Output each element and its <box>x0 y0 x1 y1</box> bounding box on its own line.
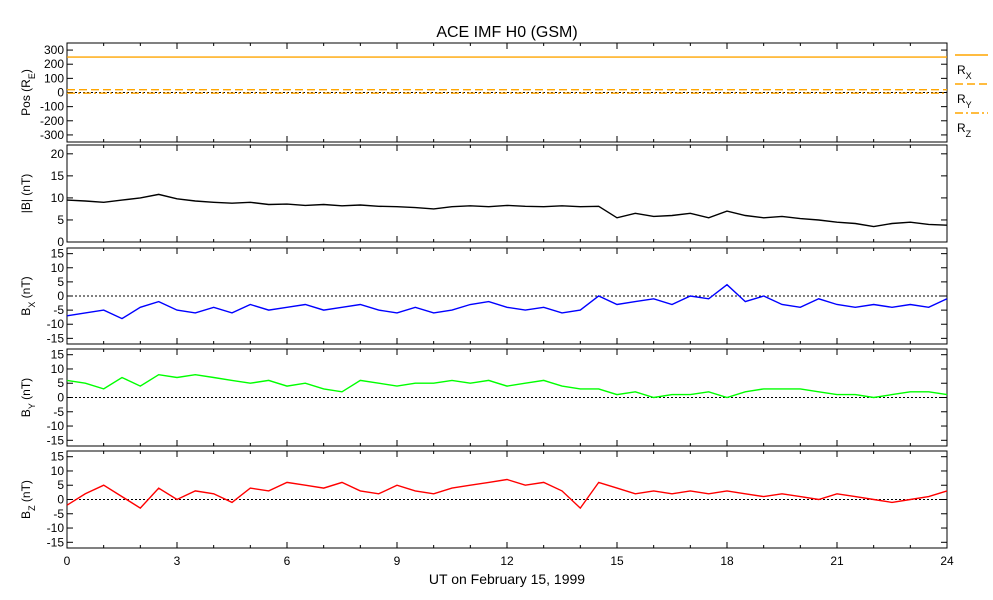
y-tick-label: -15 <box>47 331 65 345</box>
x-tick-label: 12 <box>500 554 514 568</box>
legend-label: RZ <box>957 121 972 139</box>
x-tick-label: 15 <box>610 554 624 568</box>
y-tick-label: 10 <box>51 261 65 275</box>
x-tick-label: 24 <box>940 554 954 568</box>
y-tick-label: 10 <box>51 464 65 478</box>
y-tick-label: -5 <box>53 303 64 317</box>
y-tick-label: 5 <box>57 213 64 227</box>
y-tick-label: -10 <box>47 521 65 535</box>
y-tick-label: 0 <box>57 86 64 100</box>
series-line-bmag-0 <box>66 193 948 228</box>
y-tick-label: 5 <box>57 376 64 390</box>
series-line-by-0 <box>66 373 948 399</box>
legend-label: RY <box>957 92 972 110</box>
x-tick-label: 6 <box>284 554 291 568</box>
panel-bmag: 0 5 10 15 20 |B| (nT) <box>19 144 948 249</box>
y-tick-label: 10 <box>51 362 65 376</box>
series-line-bz-0 <box>66 478 948 510</box>
panel-frame <box>66 144 948 243</box>
y-tick-label: 5 <box>57 478 64 492</box>
x-tick-label: 0 <box>64 554 71 568</box>
y-tick-label: -10 <box>47 317 65 331</box>
y-tick-label: 20 <box>51 147 65 161</box>
series-line-bx-0 <box>66 283 948 320</box>
x-tick-label: 3 <box>174 554 181 568</box>
chart-title: ACE IMF H0 (GSM) <box>436 24 577 41</box>
y-tick-label: -5 <box>53 405 64 419</box>
y-tick-label: -5 <box>53 507 64 521</box>
x-tick-label: 9 <box>394 554 401 568</box>
y-tick-label: 300 <box>44 43 64 57</box>
x-axis-label: UT on February 15, 1999 <box>429 571 585 587</box>
y-tick-label: -300 <box>40 128 64 142</box>
y-tick-label: 200 <box>44 57 64 71</box>
y-axis-label: Pos (RE) <box>19 69 37 116</box>
x-axis: 0 3 6 9 12 15 18 21 24 <box>64 554 954 568</box>
y-tick-label: 10 <box>51 191 65 205</box>
y-axis-label: BY (nT) <box>19 378 37 417</box>
y-tick-label: -15 <box>47 535 65 549</box>
y-tick-label: -15 <box>47 433 65 447</box>
y-tick-label: 15 <box>51 169 65 183</box>
y-tick-label: 0 <box>57 493 64 507</box>
x-tick-label: 21 <box>830 554 844 568</box>
x-tick-label: 18 <box>720 554 734 568</box>
y-axis-label: |B| (nT) <box>19 174 33 214</box>
y-tick-label: 0 <box>57 235 64 249</box>
y-tick-label: 5 <box>57 275 64 289</box>
y-tick-label: 0 <box>57 289 64 303</box>
y-tick-label: -200 <box>40 114 64 128</box>
y-tick-label: 100 <box>44 71 64 85</box>
y-tick-label: 15 <box>51 348 65 362</box>
y-axis-label: BZ (nT) <box>19 480 37 519</box>
y-tick-label: -10 <box>47 419 65 433</box>
legend-label: RX <box>957 63 972 81</box>
y-tick-label: -100 <box>40 100 64 114</box>
y-axis-label: BX (nT) <box>19 276 37 315</box>
y-tick-label: 0 <box>57 391 64 405</box>
y-tick-label: 15 <box>51 450 65 464</box>
y-tick-label: 15 <box>51 247 65 261</box>
